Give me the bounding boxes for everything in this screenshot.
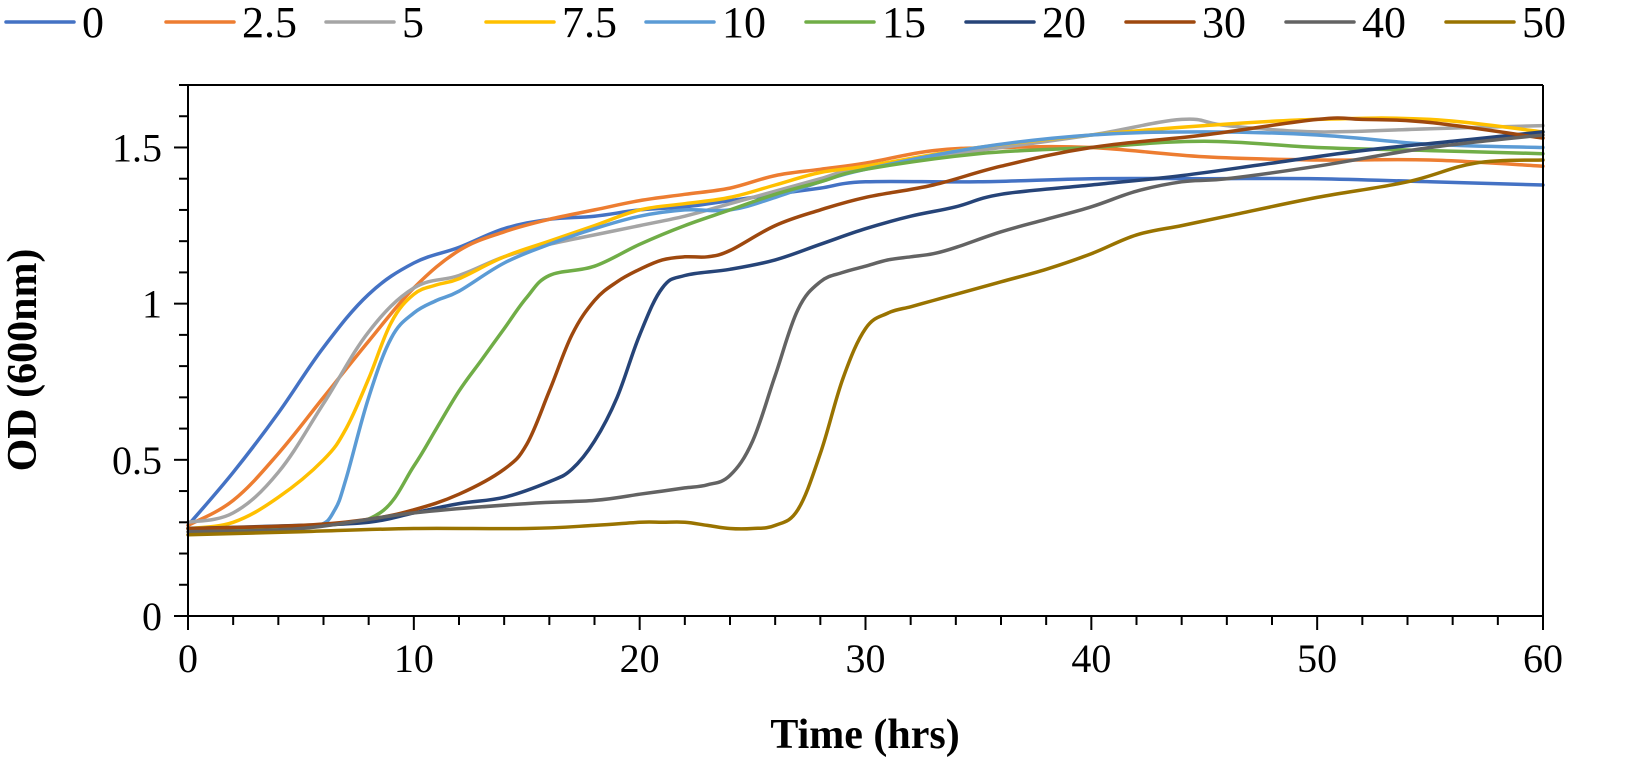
x-tick-label: 60 xyxy=(1523,636,1563,681)
legend-label-0: 0 xyxy=(82,0,104,47)
legend-label-30: 30 xyxy=(1202,0,1246,47)
series-line-2-5 xyxy=(186,144,1545,528)
series-line-30 xyxy=(186,116,1545,531)
y-tick-label: 1 xyxy=(142,282,162,327)
plot-series xyxy=(186,116,1545,537)
y-tick-label: 0.5 xyxy=(112,438,162,483)
y-tick-label: 1.5 xyxy=(112,125,162,170)
series-line-50 xyxy=(186,158,1545,537)
x-tick-label: 0 xyxy=(178,636,198,681)
legend: 0 2.5 5 7.5 10 15 20 30 40 50 xyxy=(4,0,1566,47)
x-tick-label: 30 xyxy=(846,636,886,681)
x-axis-title: Time (hrs) xyxy=(770,712,959,758)
x-tick-label: 50 xyxy=(1297,636,1337,681)
legend-label-10: 10 xyxy=(722,0,766,47)
legend-label-7-5: 7.5 xyxy=(562,0,617,47)
x-tick-label: 20 xyxy=(620,636,660,681)
legend-label-50: 50 xyxy=(1522,0,1566,47)
x-tick-label: 10 xyxy=(394,636,434,681)
y-tick-label: 0 xyxy=(142,594,162,639)
series-line-10 xyxy=(186,130,1545,531)
x-axis-ticks: 0 10 20 30 40 50 60 xyxy=(178,616,1563,681)
series-line-20 xyxy=(186,130,1545,531)
y-axis-title: OD (600nm) xyxy=(0,249,46,472)
series-line-15 xyxy=(186,139,1545,531)
series-line-7-5 xyxy=(186,116,1545,531)
y-axis-ticks: 0 0.5 1 1.5 xyxy=(112,84,188,639)
series-line-40 xyxy=(186,133,1545,534)
x-tick-label: 40 xyxy=(1071,636,1111,681)
legend-label-40: 40 xyxy=(1362,0,1406,47)
legend-label-5: 5 xyxy=(402,0,424,47)
legend-label-2-5: 2.5 xyxy=(242,0,297,47)
legend-label-15: 15 xyxy=(882,0,926,47)
legend-label-20: 20 xyxy=(1042,0,1086,47)
